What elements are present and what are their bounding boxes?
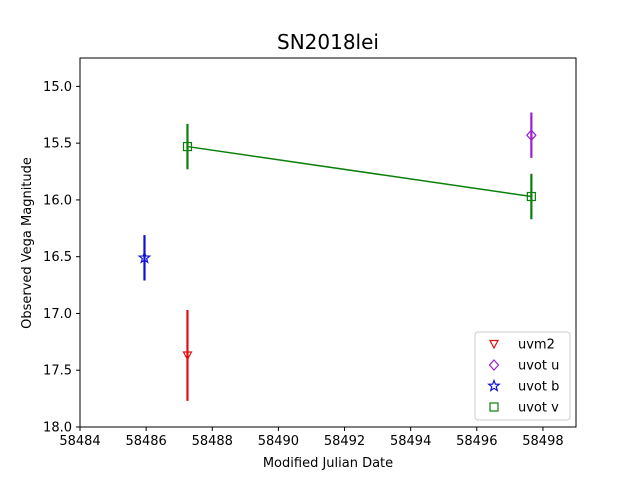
y-tick-label: 15.5 (43, 137, 72, 152)
y-tick-label: 16.5 (43, 250, 72, 265)
data-point (137, 250, 152, 264)
data-point (182, 351, 193, 361)
legend-marker (489, 339, 499, 350)
legend-marker (488, 359, 500, 371)
y-tick-label: 18.0 (43, 421, 72, 436)
y-axis-label: Observed Vega Magnitude (20, 157, 35, 329)
x-axis-ticks: 58484 58486 58488 58490 58492 58494 58496 58498 (59, 427, 564, 449)
y-tick-label: 16.0 (43, 193, 72, 208)
legend-label: uvot v (518, 401, 559, 416)
x-tick-label: 58488 (192, 434, 233, 449)
legend: uvm2 uvot u uvot b uvot v (474, 331, 571, 421)
legend-marker (487, 378, 501, 392)
y-tick-label: 17.5 (43, 364, 72, 379)
x-tick-label: 58484 (59, 434, 100, 449)
series-uvot-b (137, 235, 152, 281)
x-axis-label: Modified Julian Date (263, 456, 393, 471)
series-uvot-v (182, 123, 536, 220)
series-uvm2 (182, 310, 193, 401)
data-point (526, 129, 537, 142)
chart-title: SN2018lei (277, 30, 379, 54)
series-line (187, 145, 532, 198)
axes-frame (79, 57, 577, 428)
x-tick-label: 58498 (522, 434, 563, 449)
legend-box (474, 331, 571, 421)
legend-label: uvot u (518, 359, 559, 374)
x-tick-label: 58492 (324, 434, 365, 449)
x-tick-label: 58496 (456, 434, 497, 449)
legend-label: uvm2 (518, 338, 555, 353)
data-point (526, 191, 536, 202)
data-point (182, 141, 193, 152)
y-tick-label: 15.0 (43, 80, 72, 95)
plot-area (137, 112, 537, 401)
legend-marker (489, 402, 499, 412)
x-tick-label: 58486 (125, 434, 166, 449)
legend-label: uvot b (518, 380, 559, 395)
x-tick-label: 58490 (258, 434, 299, 449)
x-tick-label: 58494 (390, 434, 431, 449)
series-uvot-u (526, 112, 537, 158)
y-axis-ticks: 15.0 15.5 16.0 16.5 17.0 17.5 18.0 (43, 80, 80, 436)
y-tick-label: 17.0 (43, 307, 72, 322)
